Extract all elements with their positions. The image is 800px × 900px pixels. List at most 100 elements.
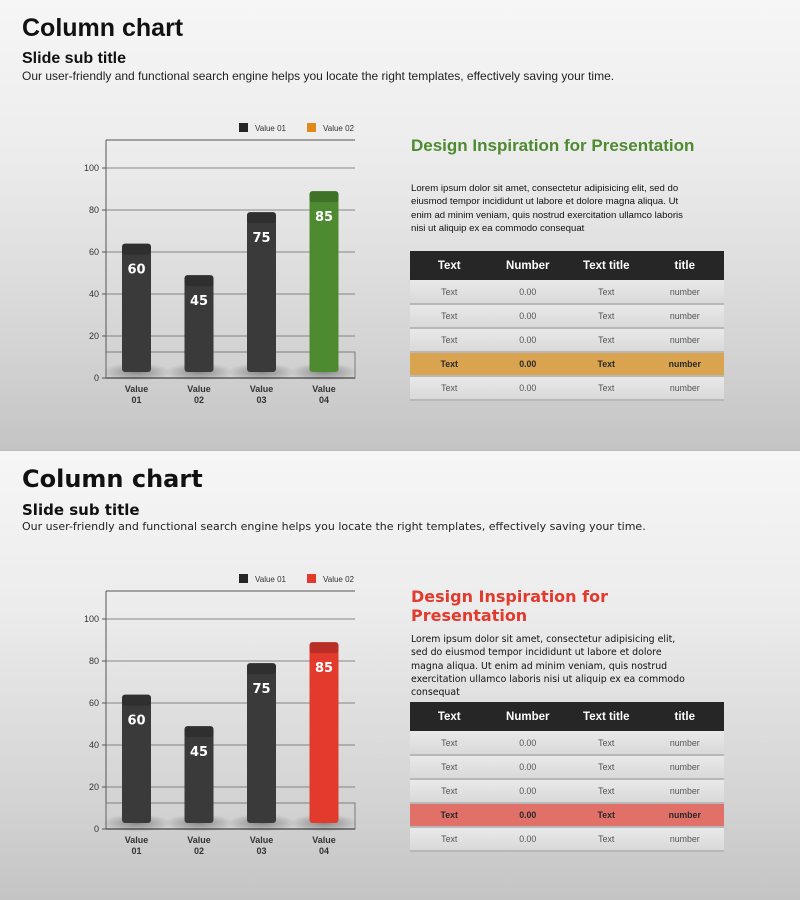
table-header-cell: Text — [410, 251, 489, 280]
table-cell: number — [645, 280, 724, 305]
table-header-cell: title — [645, 702, 724, 731]
y-tick-label: 40 — [89, 740, 99, 750]
bar-value-label: 75 — [252, 682, 270, 697]
table-row: Text 0.00 Text number — [410, 328, 724, 353]
table-cell: Text — [567, 755, 646, 780]
data-table: Text Number Text title title Text 0.00 Text num… — [410, 702, 724, 852]
data-table: Text Number Text title title Text 0.00 Text num… — [410, 251, 724, 401]
table-cell: number — [645, 376, 724, 401]
bar — [247, 212, 276, 372]
table-header-cell: title — [645, 251, 724, 280]
legend-swatch — [239, 123, 248, 132]
bar-cap — [184, 275, 214, 287]
table-cell: Text — [567, 779, 646, 804]
table-cell: Text — [410, 803, 489, 828]
y-tick-label: 20 — [89, 331, 99, 341]
x-tick-label-line2: 03 — [256, 395, 266, 405]
table-cell: Text — [567, 328, 646, 353]
bar — [184, 275, 214, 372]
x-tick-label: Value — [125, 384, 149, 394]
table-cell: number — [645, 304, 724, 329]
legend-label: Value 02 — [323, 575, 355, 584]
legend-label: Value 02 — [323, 124, 355, 133]
bar — [184, 726, 214, 823]
bar-cap — [309, 642, 339, 654]
table-cell: Text — [567, 304, 646, 329]
table-cell: number — [645, 827, 724, 852]
y-tick-label: 80 — [89, 205, 99, 215]
table-cell: number — [645, 803, 724, 828]
legend-swatch — [307, 574, 316, 583]
table-cell: Text — [410, 376, 489, 401]
bar-cap — [122, 694, 151, 706]
slide-subtitle: Slide sub title — [22, 50, 127, 67]
side-body-text: Lorem ipsum dolor sit amet, consectetur … — [411, 634, 685, 699]
table-header-row: Text Number Text title title — [410, 702, 724, 731]
table-cell: 0.00 — [488, 376, 567, 401]
side-heading: Design Inspiration for Presentation — [411, 587, 608, 625]
x-tick-label-line2: 02 — [194, 846, 204, 856]
bar-value-label: 45 — [190, 745, 208, 760]
slide-green: Column chart Slide sub title Our user-fr… — [0, 0, 800, 450]
table-cell: Text — [567, 827, 646, 852]
table-cell: number — [645, 755, 724, 780]
bar-value-label: 85 — [315, 661, 333, 676]
table-header-cell: Text — [410, 702, 489, 731]
table-cell: Text — [567, 376, 646, 401]
table-cell: 0.00 — [488, 827, 567, 852]
slide-description: Our user-friendly and functional search … — [22, 520, 646, 533]
table-row: Text 0.00 Text number — [410, 803, 724, 828]
slide-subtitle: Slide sub title — [22, 501, 140, 519]
table-cell: number — [645, 352, 724, 377]
x-tick-label: Value — [250, 384, 274, 394]
table-header-cell: Text title — [567, 702, 646, 731]
table-cell: Text — [410, 755, 489, 780]
table-row: Text 0.00 Text number — [410, 304, 724, 329]
table-cell: 0.00 — [488, 731, 567, 756]
bar — [309, 642, 339, 823]
table-header-row: Text Number Text title title — [410, 251, 724, 280]
x-tick-label-line2: 04 — [319, 846, 329, 856]
table-cell: 0.00 — [488, 779, 567, 804]
table-cell: Text — [567, 280, 646, 305]
bar-value-label: 85 — [315, 210, 333, 225]
table-cell: Text — [410, 328, 489, 353]
bar — [309, 191, 339, 372]
x-tick-label-line2: 03 — [256, 846, 266, 856]
x-tick-label: Value — [125, 835, 149, 845]
table-cell: number — [645, 779, 724, 804]
legend-label: Value 01 — [255, 575, 287, 584]
y-tick-label: 0 — [94, 824, 99, 834]
bar-cap — [247, 663, 276, 675]
table-cell: Text — [567, 731, 646, 756]
bar-cap — [122, 243, 151, 255]
table-cell: 0.00 — [488, 280, 567, 305]
x-tick-label: Value — [312, 835, 336, 845]
x-tick-label-line2: 01 — [131, 395, 141, 405]
bar-value-label: 45 — [190, 294, 208, 309]
bar-cap — [247, 212, 276, 224]
slide-title: Column chart — [22, 14, 184, 42]
slide-red: Column chart Slide sub title Our user-fr… — [0, 450, 800, 900]
y-tick-label: 0 — [94, 373, 99, 383]
bar-value-label: 60 — [127, 714, 145, 729]
table-cell: Text — [410, 280, 489, 305]
table-row: Text 0.00 Text number — [410, 755, 724, 780]
table-cell: 0.00 — [488, 304, 567, 329]
y-tick-label: 60 — [89, 698, 99, 708]
table-cell: Text — [410, 779, 489, 804]
slide-description: Our user-friendly and functional search … — [22, 69, 615, 83]
legend-label: Value 01 — [255, 124, 287, 133]
table-row: Text 0.00 Text number — [410, 352, 724, 377]
y-tick-label: 80 — [89, 656, 99, 666]
table-cell: 0.00 — [488, 352, 567, 377]
bar — [122, 694, 151, 823]
bar-cap — [309, 191, 339, 203]
table-cell: Text — [410, 731, 489, 756]
bar — [122, 243, 151, 372]
legend-swatch — [239, 574, 248, 583]
table-cell: number — [645, 328, 724, 353]
x-tick-label-line2: 02 — [194, 395, 204, 405]
x-tick-label-line2: 01 — [131, 846, 141, 856]
bar-cap — [184, 726, 214, 738]
